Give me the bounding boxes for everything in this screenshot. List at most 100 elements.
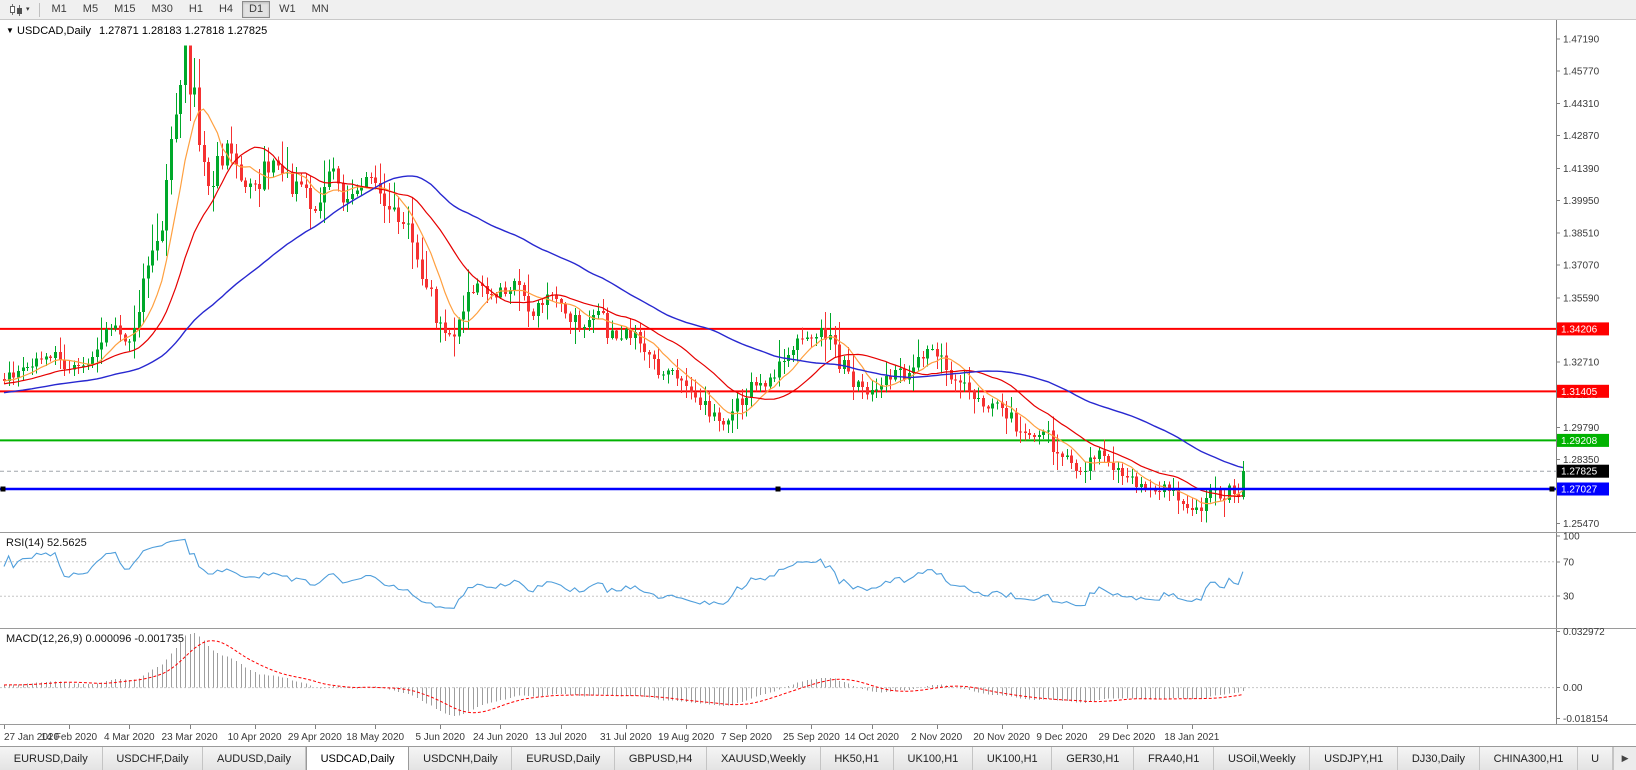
price-tick-label: 1.25470 <box>1563 519 1600 530</box>
chart-tab-USDCNH-Daily[interactable]: USDCNH,Daily <box>409 747 513 770</box>
chevron-down-icon: ▾ <box>26 5 30 13</box>
date-label: 9 Dec 2020 <box>1036 732 1088 743</box>
tab-scroll-right-button[interactable]: ▶ <box>1613 747 1636 770</box>
current-price-flag: 1.27825 <box>1557 464 1609 478</box>
price-tick-label: 1.41390 <box>1563 164 1600 175</box>
timeframe-button-MN[interactable]: MN <box>311 3 329 15</box>
timeframe-button-H4[interactable]: H4 <box>218 3 234 15</box>
hline-handle[interactable] <box>0 486 6 492</box>
price-tick-label: 1.35590 <box>1563 294 1600 305</box>
chart-tab-UK100-H1[interactable]: UK100,H1 <box>893 747 974 770</box>
rsi-line <box>3 538 1244 609</box>
price-tick-label: 1.38510 <box>1563 228 1600 239</box>
price-line-flag: 1.27027 <box>1557 482 1609 496</box>
macd-tick-label: 0.032972 <box>1563 627 1605 638</box>
macd-tick-label: 0.00 <box>1563 683 1583 694</box>
price-tick-label: 1.29790 <box>1563 423 1600 434</box>
bottom-tab-bar: EURUSD,Daily USDCHF,Daily AUDUSD,Daily USDC… <box>0 746 1636 770</box>
timeframe-button-H1[interactable]: H1 <box>188 3 203 15</box>
price-tick-label: 1.42870 <box>1563 131 1600 142</box>
moving-average-55 <box>3 175 1244 469</box>
chart-tab-CHINA300-H1[interactable]: CHINA300,H1 <box>1479 747 1579 770</box>
price-chart-panel[interactable] <box>0 20 1556 532</box>
timeframe-button-D1[interactable]: D1 <box>242 1 271 18</box>
moving-average-20 <box>3 146 1244 498</box>
price-line-flag: 1.31405 <box>1557 384 1609 398</box>
chart-type-button[interactable]: ▾ <box>4 2 34 18</box>
price-tick-label: 1.45770 <box>1563 66 1600 77</box>
chart-canvas[interactable]: 1.47190 1.45770 1.44310 1.42870 1.41390 1.399… <box>0 20 1636 746</box>
candlestick-chart-icon <box>10 4 22 16</box>
macd-signal-line <box>3 640 1243 714</box>
date-label: 5 Jun 2020 <box>415 732 465 743</box>
date-label: 4 Mar 2020 <box>104 732 155 743</box>
rsi-tick-label: 70 <box>1563 557 1575 568</box>
date-label: 29 Apr 2020 <box>288 732 342 743</box>
toolbar-separator <box>38 2 40 17</box>
rsi-panel[interactable] <box>0 532 1556 628</box>
chart-tab-U[interactable]: U <box>1578 747 1614 770</box>
chart-tab-GBPUSD-H4[interactable]: GBPUSD,H4 <box>615 747 708 770</box>
date-label: 10 Apr 2020 <box>228 732 282 743</box>
chart-tab-XAUUSD-Weekly[interactable]: XAUUSD,Weekly <box>707 747 821 770</box>
chart-tab-GER30-H1[interactable]: GER30,H1 <box>1052 747 1135 770</box>
price-axis[interactable]: 1.47190 1.45770 1.44310 1.42870 1.41390 1.399… <box>0 20 1636 746</box>
date-label: 31 Jul 2020 <box>600 732 652 743</box>
date-label: 20 Nov 2020 <box>973 732 1030 743</box>
timeframe-button-M5[interactable]: M5 <box>82 3 99 15</box>
moving-average-8 <box>3 108 1244 505</box>
svg-text:1.29208: 1.29208 <box>1561 436 1598 447</box>
date-label: 19 Aug 2020 <box>658 732 715 743</box>
macd-histogram <box>4 633 1244 716</box>
rsi-tick-label: 100 <box>1563 532 1580 543</box>
price-tick-label: 1.37070 <box>1563 261 1600 272</box>
date-label: 14 Oct 2020 <box>844 732 899 743</box>
date-label: 14 Feb 2020 <box>41 732 98 743</box>
macd-tick-label: -0.018154 <box>1563 714 1608 725</box>
chart-tab-FRA40-H1[interactable]: FRA40,H1 <box>1134 747 1215 770</box>
timeframe-button-M30[interactable]: M30 <box>151 3 173 15</box>
chart-tab-HK50-H1[interactable]: HK50,H1 <box>820 747 894 770</box>
price-tick-label: 1.47190 <box>1563 35 1600 46</box>
chart-tab-USOil-Weekly[interactable]: USOil,Weekly <box>1214 747 1311 770</box>
macd-panel[interactable] <box>0 628 1556 724</box>
chart-tab-DJ30-Daily[interactable]: DJ30,Daily <box>1398 747 1480 770</box>
chart-tab-USDCAD-Daily[interactable]: USDCAD,Daily <box>305 747 410 770</box>
timeframe-button-M1[interactable]: M1 <box>51 3 67 15</box>
symbol-dropdown-icon[interactable]: ▼ <box>6 26 14 35</box>
chart-tab-USDJPY-H1[interactable]: USDJPY,H1 <box>1310 747 1399 770</box>
date-label: 18 Jan 2021 <box>1164 732 1219 743</box>
svg-text:1.27825: 1.27825 <box>1561 467 1598 478</box>
timeframe-buttons: M1 M5 M15 M30 H1 H4 D1 W1 MN <box>45 1 336 18</box>
timeframe-button-M15[interactable]: M15 <box>114 3 136 15</box>
hline-handle[interactable] <box>1549 486 1555 492</box>
rsi-tick-label: 30 <box>1563 592 1575 603</box>
date-label: 29 Dec 2020 <box>1099 732 1156 743</box>
chart-tab-EURUSD-Daily[interactable]: EURUSD,Daily <box>0 747 103 770</box>
chart-tab-UK100-H1[interactable]: UK100,H1 <box>973 747 1053 770</box>
price-tick-label: 1.39950 <box>1563 196 1600 207</box>
date-label: 23 Mar 2020 <box>162 732 219 743</box>
svg-text:1.27027: 1.27027 <box>1561 485 1598 496</box>
price-tick-label: 1.32710 <box>1563 358 1600 369</box>
timeframe-button-W1[interactable]: W1 <box>279 3 296 15</box>
date-label: 24 Jun 2020 <box>473 732 528 743</box>
hline-handle[interactable] <box>775 486 781 492</box>
svg-text:1.31405: 1.31405 <box>1561 387 1598 398</box>
chart-title: USDCAD,Daily <box>17 25 91 37</box>
macd-label: MACD(12,26,9) 0.000096 -0.001735 <box>6 633 184 645</box>
date-label: 18 May 2020 <box>346 732 404 743</box>
top-toolbar: ▾ M1 M5 M15 M30 H1 H4 D1 W1 MN <box>0 0 1636 20</box>
chart-tab-USDCHF-Daily[interactable]: USDCHF,Daily <box>102 747 204 770</box>
chart-tab-EURUSD-Daily[interactable]: EURUSD,Daily <box>512 747 616 770</box>
date-label: 27 Jan 2020 <box>4 732 59 743</box>
price-line-flag: 1.34206 <box>1557 322 1609 336</box>
date-label: 25 Sep 2020 <box>783 732 840 743</box>
svg-text:1.34206: 1.34206 <box>1561 324 1598 335</box>
price-line-flag: 1.29208 <box>1557 433 1609 447</box>
chart-ohlc-values: 1.27871 1.28183 1.27818 1.27825 <box>99 25 267 37</box>
price-tick-label: 1.28350 <box>1563 455 1600 466</box>
date-label: 13 Jul 2020 <box>535 732 587 743</box>
chart-tab-AUDUSD-Daily[interactable]: AUDUSD,Daily <box>203 747 306 770</box>
